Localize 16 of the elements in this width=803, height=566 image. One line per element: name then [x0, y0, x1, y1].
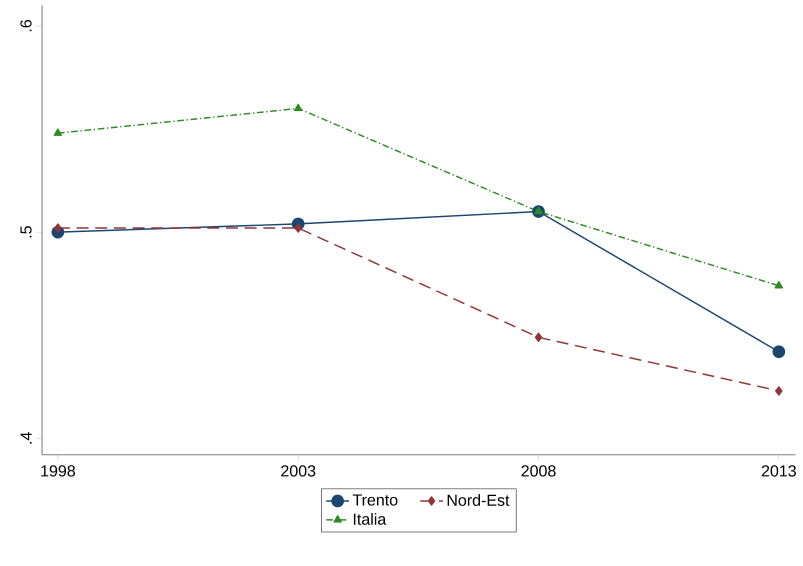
point — [775, 386, 783, 396]
x-tick-label: 2008 — [522, 465, 556, 477]
y-tick-label: .6 — [20, 20, 32, 32]
legend-label: Nord-Est — [448, 494, 510, 506]
point — [774, 281, 784, 289]
y-tick-label: .4 — [20, 432, 32, 444]
x-tick-label: 2003 — [281, 465, 316, 477]
point — [294, 104, 302, 112]
x-tick-label: 2013 — [762, 465, 796, 477]
y-tick-label: .5 — [20, 226, 32, 238]
point — [54, 128, 62, 136]
x-tick-label: 1998 — [41, 465, 75, 477]
point — [772, 346, 786, 358]
point — [534, 332, 542, 342]
legend-label: Italia — [354, 513, 386, 526]
legend-label: Trento — [352, 494, 398, 506]
